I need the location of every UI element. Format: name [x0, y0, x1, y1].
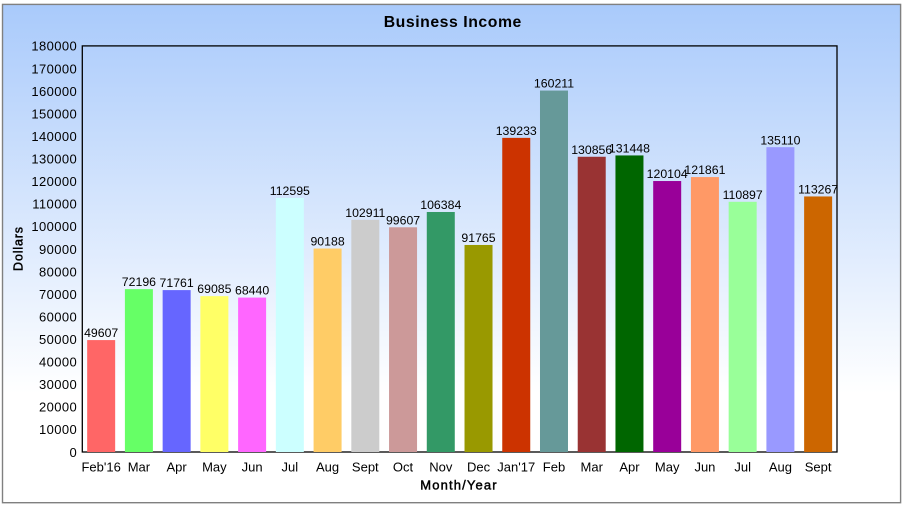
svg-text:Jul: Jul: [282, 459, 299, 474]
svg-text:Jun: Jun: [242, 459, 263, 474]
svg-text:Aug: Aug: [316, 459, 339, 474]
svg-text:140000: 140000: [31, 129, 77, 144]
svg-text:Dollars: Dollars: [12, 226, 26, 271]
svg-text:Aug: Aug: [769, 459, 792, 474]
svg-text:90188: 90188: [310, 235, 344, 249]
svg-text:91765: 91765: [461, 231, 495, 245]
svg-text:121861: 121861: [684, 163, 725, 177]
svg-text:131448: 131448: [609, 142, 650, 156]
svg-text:110897: 110897: [723, 188, 763, 202]
svg-text:72196: 72196: [122, 275, 156, 289]
svg-text:40000: 40000: [39, 355, 77, 370]
svg-text:10000: 10000: [39, 422, 77, 437]
svg-text:Jun: Jun: [694, 459, 715, 474]
svg-text:20000: 20000: [39, 400, 77, 415]
svg-text:Feb: Feb: [543, 459, 565, 474]
svg-text:71761: 71761: [160, 276, 194, 290]
svg-text:160000: 160000: [31, 84, 77, 99]
svg-text:113267: 113267: [798, 183, 838, 197]
svg-text:60000: 60000: [39, 309, 77, 324]
svg-text:Jul: Jul: [734, 459, 751, 474]
svg-text:Oct: Oct: [393, 459, 414, 474]
svg-text:68440: 68440: [235, 284, 269, 298]
svg-text:130856: 130856: [571, 143, 612, 157]
svg-text:Nov: Nov: [429, 459, 453, 474]
svg-text:May: May: [655, 459, 680, 474]
svg-text:106384: 106384: [420, 198, 461, 212]
svg-text:May: May: [202, 459, 227, 474]
svg-text:50000: 50000: [39, 332, 77, 347]
svg-text:150000: 150000: [31, 106, 77, 121]
svg-text:Business Income: Business Income: [384, 14, 522, 31]
svg-text:80000: 80000: [39, 264, 77, 279]
svg-text:Mar: Mar: [581, 459, 604, 474]
svg-text:30000: 30000: [39, 377, 77, 392]
svg-text:70000: 70000: [39, 287, 77, 302]
svg-text:90000: 90000: [39, 242, 77, 257]
svg-text:170000: 170000: [31, 61, 77, 76]
svg-text:69085: 69085: [197, 282, 231, 296]
svg-text:160211: 160211: [534, 77, 574, 91]
svg-text:99607: 99607: [386, 213, 420, 227]
svg-text:100000: 100000: [31, 219, 77, 234]
svg-text:Dec: Dec: [467, 459, 491, 474]
svg-text:Jan'17: Jan'17: [497, 459, 535, 474]
svg-text:180000: 180000: [31, 39, 77, 54]
svg-text:110000: 110000: [32, 197, 77, 212]
svg-text:130000: 130000: [31, 152, 77, 167]
svg-text:0: 0: [69, 445, 77, 460]
svg-text:Sept: Sept: [805, 459, 832, 474]
svg-text:Feb'16: Feb'16: [81, 459, 120, 474]
svg-text:Sept: Sept: [352, 459, 379, 474]
svg-text:102911: 102911: [345, 206, 385, 220]
svg-text:139233: 139233: [496, 124, 537, 138]
svg-text:Month/Year: Month/Year: [420, 478, 498, 493]
svg-text:Apr: Apr: [167, 459, 188, 474]
svg-text:49607: 49607: [84, 326, 118, 340]
svg-text:Mar: Mar: [128, 459, 151, 474]
svg-text:135110: 135110: [760, 133, 800, 147]
svg-text:120000: 120000: [31, 174, 77, 189]
svg-text:Apr: Apr: [619, 459, 640, 474]
svg-text:120104: 120104: [647, 167, 688, 181]
svg-text:112595: 112595: [270, 184, 310, 198]
